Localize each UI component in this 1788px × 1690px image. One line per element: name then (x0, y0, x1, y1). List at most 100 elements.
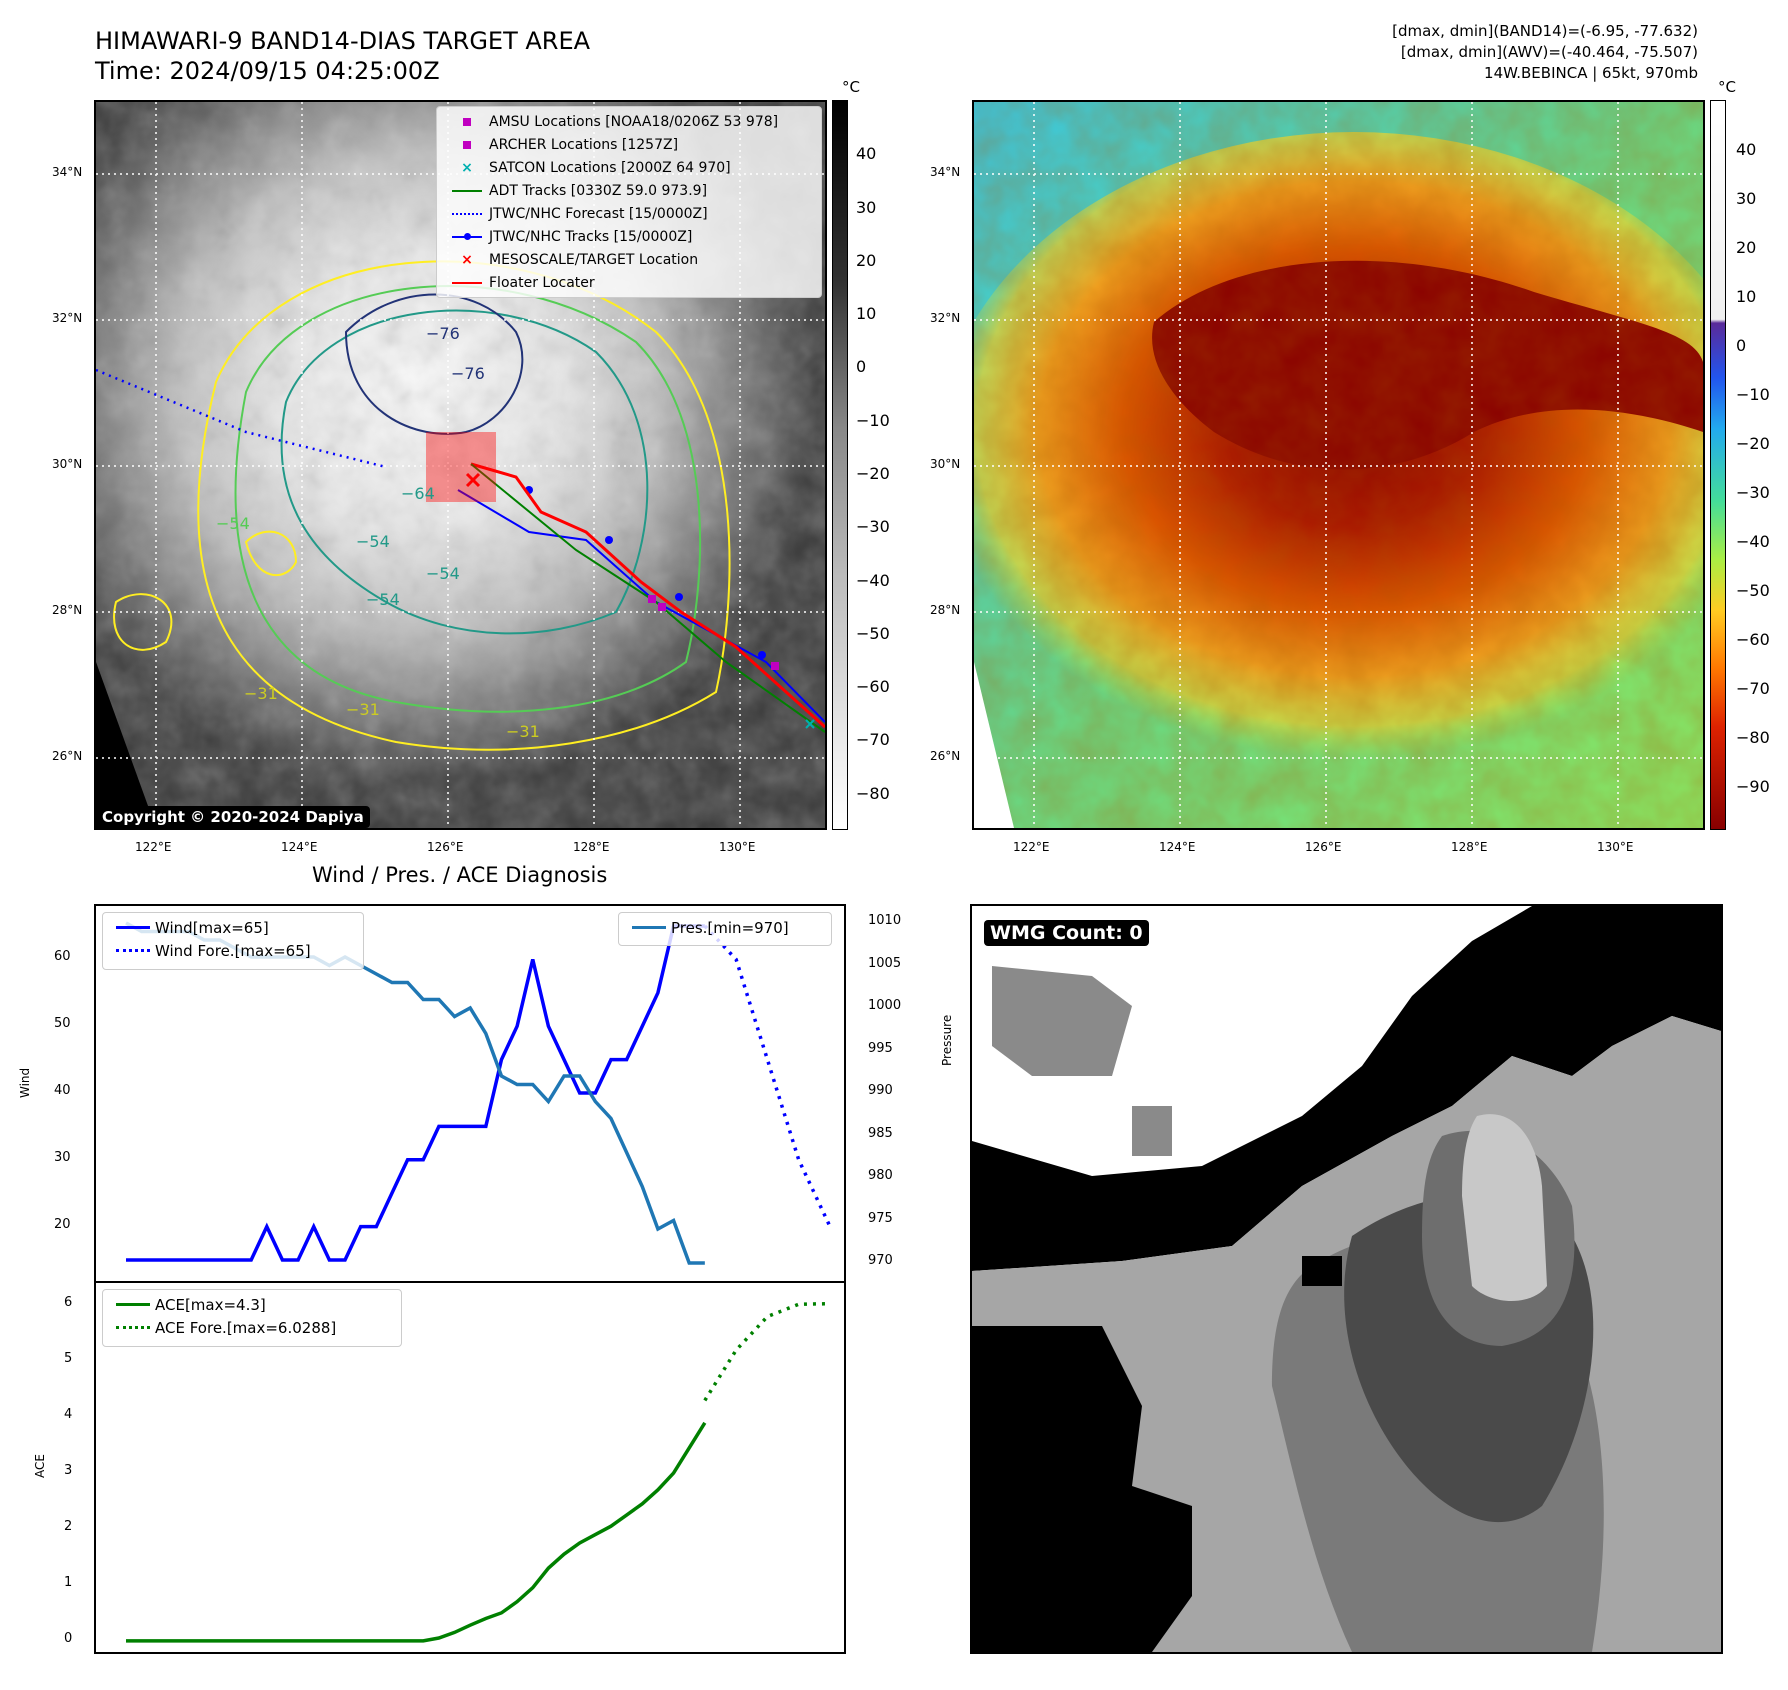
wmg-image (972, 906, 1721, 1652)
legend-item-mesoscale: × MESOSCALE/TARGET Location (445, 248, 813, 271)
lat-label: 32°N (930, 311, 961, 325)
tick-label: −40 (1736, 531, 1770, 551)
lon-label: 130°E (719, 840, 756, 854)
ace-axis-label: ACE (33, 1454, 47, 1478)
tick-label: 10 (856, 304, 877, 324)
lon-label: 128°E (573, 840, 610, 854)
legend-item-adt: ADT Tracks [0330Z 59.0 973.9] (445, 179, 813, 202)
ace-legend: ACE[max=4.3] ACE Fore.[max=6.0288] (102, 1289, 402, 1347)
ir-colorbar (832, 100, 848, 830)
figure-time: Time: 2024/09/15 04:25:00Z (95, 57, 440, 85)
lat-label: 34°N (52, 165, 83, 179)
lat-label: 26°N (930, 749, 961, 763)
tick-label: −80 (1736, 727, 1770, 747)
tick-label: −20 (856, 463, 890, 483)
wv-cbar-unit: °C (1718, 78, 1736, 96)
tick-label: −40 (856, 570, 890, 590)
lon-label: 122°E (1013, 840, 1050, 854)
tick-label: −70 (1736, 678, 1770, 698)
dotted-line-icon (111, 949, 155, 952)
wind-axis-label: Wind (18, 1067, 32, 1098)
tick-label: 10 (1736, 286, 1757, 306)
wind-legend: Wind[max=65] Wind Fore.[max=65] (102, 912, 364, 970)
tick-label: 20 (54, 1216, 71, 1232)
tick-label: −20 (1736, 433, 1770, 453)
tick-label: 990 (868, 1083, 893, 1098)
ir-map-panel: −76 −76 −64 −54 −54 −54 −54 −31 −31 −31 … (94, 100, 827, 830)
series-line-wind-fore- (703, 924, 832, 1228)
contour-label: −31 (346, 700, 380, 719)
tick-label: 995 (868, 1040, 893, 1056)
wmg-panel: WMG Count: 0 (970, 904, 1723, 1654)
lat-label: 30°N (930, 457, 961, 471)
lon-label: 126°E (427, 840, 464, 854)
series-line-ace-fore- (703, 1301, 831, 1402)
ace-plot (126, 1301, 831, 1643)
dmax-band14: [dmax, dmin](BAND14)=(-6.95, -77.632) (1392, 22, 1698, 40)
x-marker-icon: × (461, 159, 473, 176)
tick-label: 0 (1736, 335, 1747, 355)
line-dot-icon (445, 232, 489, 240)
tick-label: 0 (856, 357, 867, 377)
series-line-pres- (125, 921, 705, 1265)
wv-colorbar (1710, 100, 1726, 830)
tick-label: 20 (856, 250, 877, 270)
legend-item-satcon: × SATCON Locations [2000Z 64 970] (445, 156, 813, 179)
legend-item-floater: Floater Locater (445, 271, 813, 294)
ir-map-legend: AMSU Locations [NOAA18/0206Z 53 978] ARC… (436, 106, 822, 298)
contour-label: −54 (426, 564, 460, 583)
tick-label: −60 (1736, 629, 1770, 649)
storm-info: 14W.BEBINCA | 65kt, 970mb (1484, 64, 1698, 82)
contour-label: −76 (451, 364, 485, 383)
line-marker-icon (445, 281, 489, 284)
contour-label: −54 (366, 590, 400, 609)
tick-label: 3 (64, 1463, 73, 1479)
legend-item-tracks: JTWC/NHC Tracks [15/0000Z] (445, 225, 813, 248)
line-marker-icon (445, 189, 489, 192)
tick-label: 6 (64, 1295, 73, 1311)
tick-label: −50 (856, 623, 890, 643)
tick-label: 970 (868, 1253, 893, 1268)
lon-label: 126°E (1305, 840, 1342, 854)
contour-label: −31 (506, 722, 540, 741)
copyright-badge: Copyright © 2020-2024 Dapiya (96, 806, 370, 828)
contour-label: −76 (426, 324, 460, 343)
tick-label: 30 (54, 1149, 71, 1165)
contour-label: −54 (356, 532, 390, 551)
dmax-awv: [dmax, dmin](AWV)=(-40.464, -75.507) (1400, 43, 1698, 61)
wv-map-panel (972, 100, 1705, 830)
tick-label: 4 (64, 1407, 73, 1423)
legend-item-wind: Wind[max=65] (111, 916, 355, 939)
lat-label: 30°N (52, 457, 83, 471)
lat-label: 34°N (930, 165, 961, 179)
lon-label: 122°E (135, 840, 172, 854)
contour-label: −54 (216, 514, 250, 533)
tick-label: 985 (868, 1125, 893, 1141)
lon-label: 130°E (1597, 840, 1634, 854)
tick-label: 0 (64, 1630, 73, 1646)
tick-label: 30 (856, 197, 877, 217)
legend-item-ace-forecast: ACE Fore.[max=6.0288] (111, 1316, 393, 1339)
tick-label: 2 (64, 1519, 73, 1534)
diag-title: Wind / Pres. / ACE Diagnosis (312, 863, 608, 887)
legend-item-forecast: JTWC/NHC Forecast [15/0000Z] (445, 202, 813, 225)
tick-label: 30 (1736, 188, 1757, 208)
line-marker-icon (627, 926, 671, 929)
tick-label: 40 (54, 1083, 71, 1098)
tick-label: 60 (54, 949, 71, 965)
tick-label: −70 (856, 730, 890, 750)
lon-label: 124°E (281, 840, 318, 854)
contour-label: −31 (244, 684, 278, 703)
pressure-axis-label: Pressure (940, 1014, 954, 1066)
dotted-line-icon (445, 212, 489, 215)
figure-title: HIMAWARI-9 BAND14-DIAS TARGET AREA (95, 27, 591, 55)
dotted-line-icon (111, 1326, 155, 1329)
tick-label: 1 (64, 1574, 73, 1590)
tick-label: −10 (1736, 384, 1770, 404)
legend-item-ace: ACE[max=4.3] (111, 1293, 393, 1316)
tick-label: −10 (856, 410, 890, 430)
legend-item-archer: ARCHER Locations [1257Z] (445, 133, 813, 156)
tick-label: −30 (1736, 482, 1770, 502)
lon-label: 128°E (1451, 840, 1488, 854)
ir-cbar-unit: °C (842, 78, 860, 96)
